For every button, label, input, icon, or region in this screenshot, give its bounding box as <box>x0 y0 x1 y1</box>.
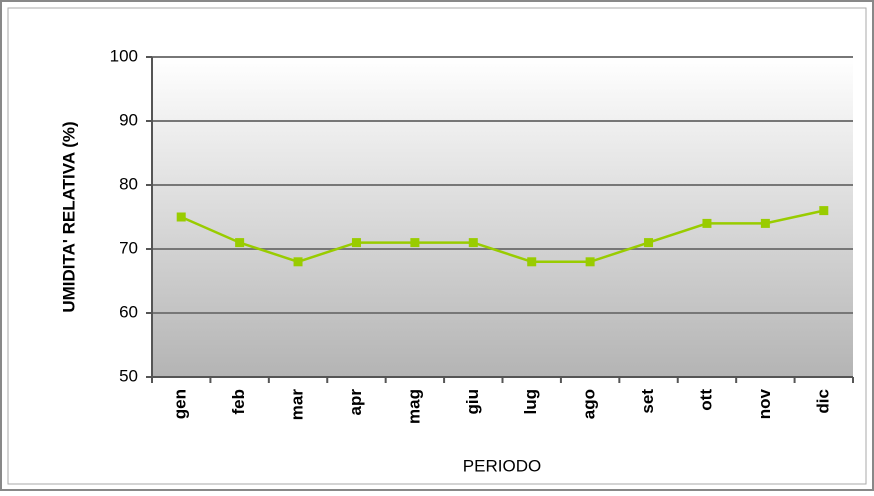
x-tick-label: lug <box>521 389 540 415</box>
x-tick-label: apr <box>346 389 365 416</box>
x-tick-label: feb <box>229 389 248 415</box>
x-tick-label: ago <box>580 389 599 419</box>
x-tick-label: gen <box>171 389 190 419</box>
plot-area <box>152 57 853 377</box>
y-tick-label: 80 <box>119 174 138 193</box>
y-tick-label: 90 <box>119 110 138 129</box>
marker <box>235 238 245 248</box>
marker <box>644 238 654 248</box>
marker <box>351 238 361 248</box>
marker <box>702 218 712 228</box>
marker <box>293 257 303 267</box>
marker <box>585 257 595 267</box>
marker <box>176 212 186 222</box>
x-axis-label: PERIODO <box>463 456 541 475</box>
x-tick-label: dic <box>813 389 832 414</box>
marker <box>527 257 537 267</box>
x-tick-label: nov <box>755 388 774 419</box>
line <box>180 209 825 264</box>
marker <box>468 238 478 248</box>
y-tick-label: 70 <box>119 238 138 257</box>
x-tick-label: ott <box>696 389 715 411</box>
y-axis-label: UMIDITA' RELATIVA (%) <box>59 121 78 312</box>
y-tick-label: 100 <box>110 46 138 65</box>
y-tick-label: 50 <box>119 366 138 385</box>
marker <box>760 218 770 228</box>
marker <box>819 206 829 216</box>
x-tick-label: mar <box>288 389 307 421</box>
x-tick-label: giu <box>463 389 482 415</box>
inner-border <box>7 7 867 485</box>
marker <box>410 238 420 248</box>
x-tick-label: mag <box>404 389 423 424</box>
y-tick-label: 60 <box>119 302 138 321</box>
x-tick-label: set <box>638 389 657 414</box>
